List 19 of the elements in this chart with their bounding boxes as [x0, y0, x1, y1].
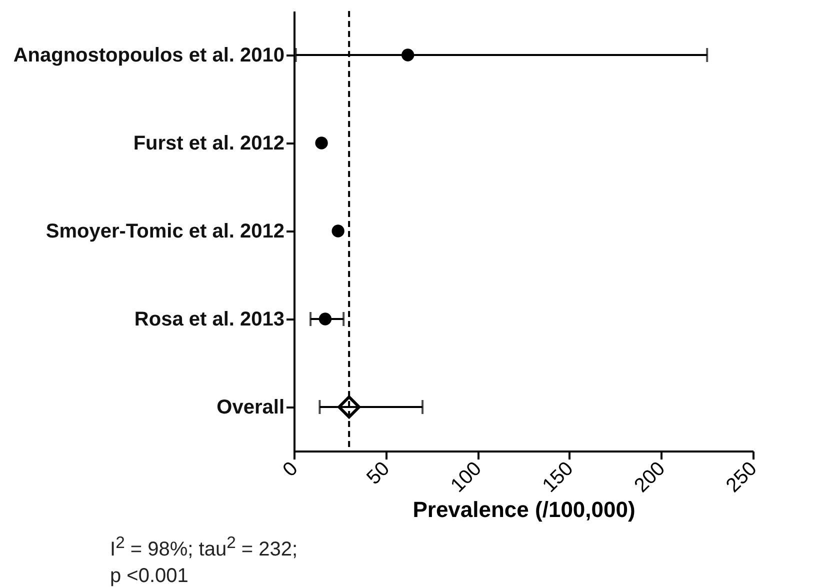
- text: I$^{2}$ = 98%; tau$^{2}$ = 232;: [110, 533, 298, 561]
- y-tick-label: Smoyer-Tomic et al. 2012: [46, 220, 284, 242]
- x-tick-label: 100: [446, 458, 486, 497]
- x-tick-label: 50: [362, 458, 394, 490]
- point: [402, 48, 414, 62]
- point: [315, 136, 328, 150]
- y-tick-label: Overall: [216, 396, 284, 418]
- x-tick-label: 0: [278, 458, 302, 482]
- x-tick-label: 250: [722, 458, 762, 497]
- text: p <0.001: [110, 564, 188, 587]
- point: [318, 312, 332, 326]
- y-tick-label: Furst et al. 2012: [133, 132, 284, 154]
- y-tick-label: Rosa et al. 2013: [134, 308, 284, 330]
- y-tick-label: Anagnostopoulos et al. 2010: [13, 44, 284, 66]
- x-tick-label: 150: [538, 458, 578, 497]
- point: [332, 224, 344, 238]
- x-axis-title: Prevalence (/100,000): [412, 497, 636, 522]
- point: [338, 396, 361, 418]
- x-tick-label: 200: [630, 458, 670, 497]
